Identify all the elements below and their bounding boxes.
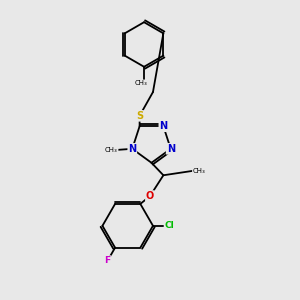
Text: O: O bbox=[146, 191, 154, 201]
Text: N: N bbox=[167, 144, 175, 154]
Text: CH₃: CH₃ bbox=[193, 168, 206, 174]
Text: S: S bbox=[136, 111, 143, 121]
Text: N: N bbox=[159, 121, 167, 131]
Text: F: F bbox=[105, 256, 111, 265]
Text: Cl: Cl bbox=[164, 221, 174, 230]
Text: CH₃: CH₃ bbox=[105, 147, 118, 153]
Text: CH₃: CH₃ bbox=[135, 80, 148, 86]
Text: N: N bbox=[128, 144, 136, 154]
